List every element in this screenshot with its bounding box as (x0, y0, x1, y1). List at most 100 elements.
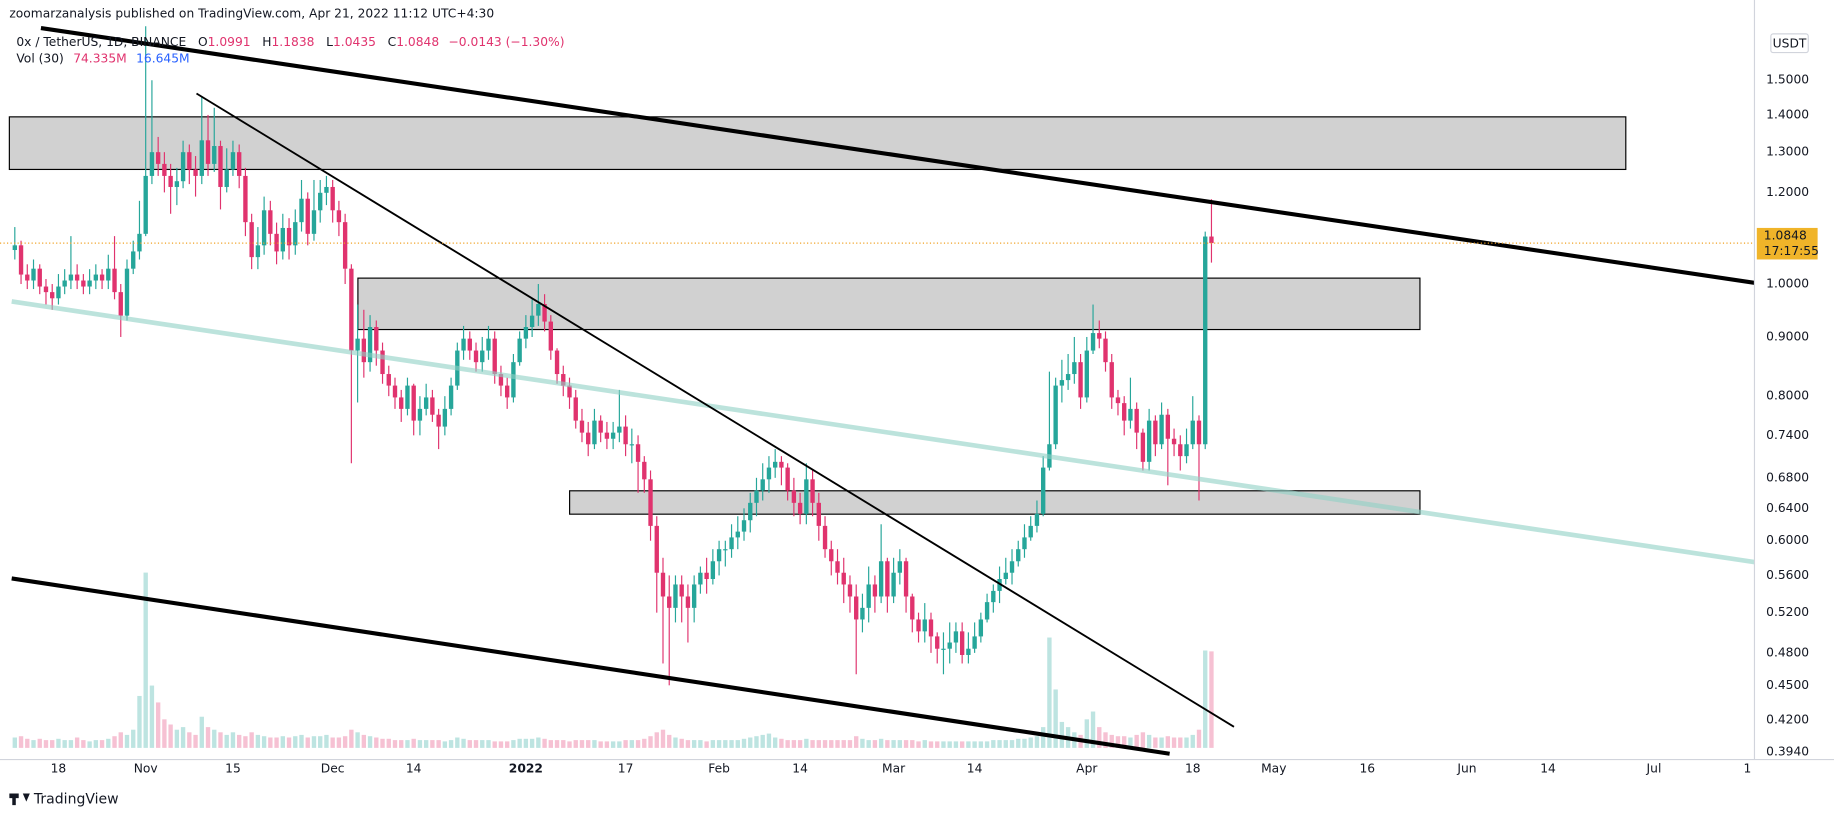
candle-body (598, 420, 603, 433)
ohlc-value: 1.0991 (208, 35, 251, 49)
brand: TradingView (33, 791, 119, 807)
candle-body (1097, 333, 1102, 339)
volume-bar (854, 736, 859, 748)
candle-body (1053, 385, 1058, 445)
volume-bar (804, 738, 809, 748)
candle-body (1003, 572, 1008, 580)
candle-body (1203, 236, 1208, 445)
volume-bar (654, 732, 659, 748)
volume-value: 74.335M (73, 51, 127, 65)
volume-bar (436, 740, 441, 748)
candle-body (318, 192, 323, 211)
volume-bar (617, 741, 622, 748)
x-tick-label: 14 (792, 761, 808, 775)
x-tick-label: 17 (618, 761, 634, 775)
volume-bar (361, 734, 367, 748)
candle-body (536, 304, 541, 316)
candle-body (1178, 444, 1183, 457)
volume-bar (62, 740, 67, 748)
candle-body (349, 268, 354, 351)
y-tick-label: 0.6000 (1766, 533, 1809, 547)
volume-bar (629, 740, 635, 748)
candle-body (461, 338, 466, 351)
candle-body (735, 531, 740, 538)
candle-body (243, 175, 248, 223)
volume-bar (1153, 737, 1158, 748)
candle-body (835, 561, 840, 573)
volume-bar (1009, 740, 1015, 748)
x-tick-label: 14 (406, 761, 422, 775)
volume-bar (1196, 729, 1202, 748)
volume-bar (180, 727, 186, 748)
ohlc-label: C (388, 35, 397, 49)
candle-body (392, 385, 398, 398)
volume-bar (224, 734, 229, 748)
volume-bar (99, 740, 105, 748)
candle-body (685, 596, 691, 608)
candle-body (716, 549, 722, 562)
volume-bar (623, 740, 628, 748)
candle-body (486, 338, 491, 351)
volume-bar (592, 740, 597, 748)
volume-bar (1209, 651, 1214, 748)
volume-bar (137, 695, 142, 748)
candle-body (1115, 397, 1121, 404)
ohlc-label: H (262, 35, 271, 49)
candle-body (336, 210, 342, 223)
candle-body (423, 397, 429, 409)
volume-bar (972, 741, 977, 748)
volume-bar (1053, 689, 1058, 748)
zone (357, 277, 1421, 331)
candle-body (959, 631, 965, 655)
y-tick-label: 1.3000 (1766, 145, 1809, 159)
candle-body (660, 572, 666, 597)
publisher: zoomarzanalysis published on TradingView… (9, 7, 494, 21)
volume-bar (1190, 734, 1195, 748)
volume-bar (37, 738, 42, 748)
candle-body (224, 169, 229, 187)
x-tick-label: 1 (1744, 761, 1752, 775)
candle-body (498, 374, 504, 386)
volume-bar (648, 736, 653, 748)
volume-bar (1115, 736, 1121, 748)
volume-bar (1034, 736, 1040, 748)
x-tick-label: Dec (321, 761, 345, 775)
change: −0.0143 (−1.30%) (449, 35, 565, 49)
candle-body (748, 502, 753, 521)
volume-bar (461, 738, 466, 748)
candle-body (193, 169, 198, 176)
volume-bar (1097, 727, 1102, 748)
x-tick-label: 16 (1359, 761, 1375, 775)
candle-body (180, 152, 186, 182)
candle-body (305, 198, 310, 234)
volume-bar (903, 740, 909, 748)
volume-bar (816, 740, 821, 748)
volume-bar (106, 738, 111, 748)
candle-body (25, 274, 30, 281)
candle-body (754, 490, 759, 503)
candle-body (723, 549, 728, 551)
y-tick-label: 1.0000 (1766, 277, 1809, 291)
candle-body (642, 461, 647, 480)
candle-body (1065, 374, 1071, 381)
ohlc-label: O (198, 35, 208, 49)
volume-bar (124, 734, 130, 748)
legend: 0x / TetherUS, 1D, BINANCE O1.0991 H1.1838… (16, 35, 564, 49)
candle-body (43, 286, 49, 293)
candle-body (50, 292, 55, 299)
candle-body (816, 502, 821, 526)
candle-body (629, 444, 635, 446)
candle-body (174, 181, 180, 187)
candle-body (261, 210, 267, 246)
volume-bar (118, 732, 123, 748)
currency[interactable]: USDT (1773, 36, 1807, 50)
currency-box[interactable] (1770, 33, 1809, 54)
candle-body (997, 579, 1002, 591)
candle-body (448, 385, 454, 409)
candle-body (947, 642, 952, 649)
volume-bar (318, 736, 323, 748)
x-tick-label: Jul (1646, 761, 1662, 775)
candle-body (860, 607, 865, 620)
candle-body (1109, 362, 1114, 398)
volume-bar (430, 740, 435, 748)
